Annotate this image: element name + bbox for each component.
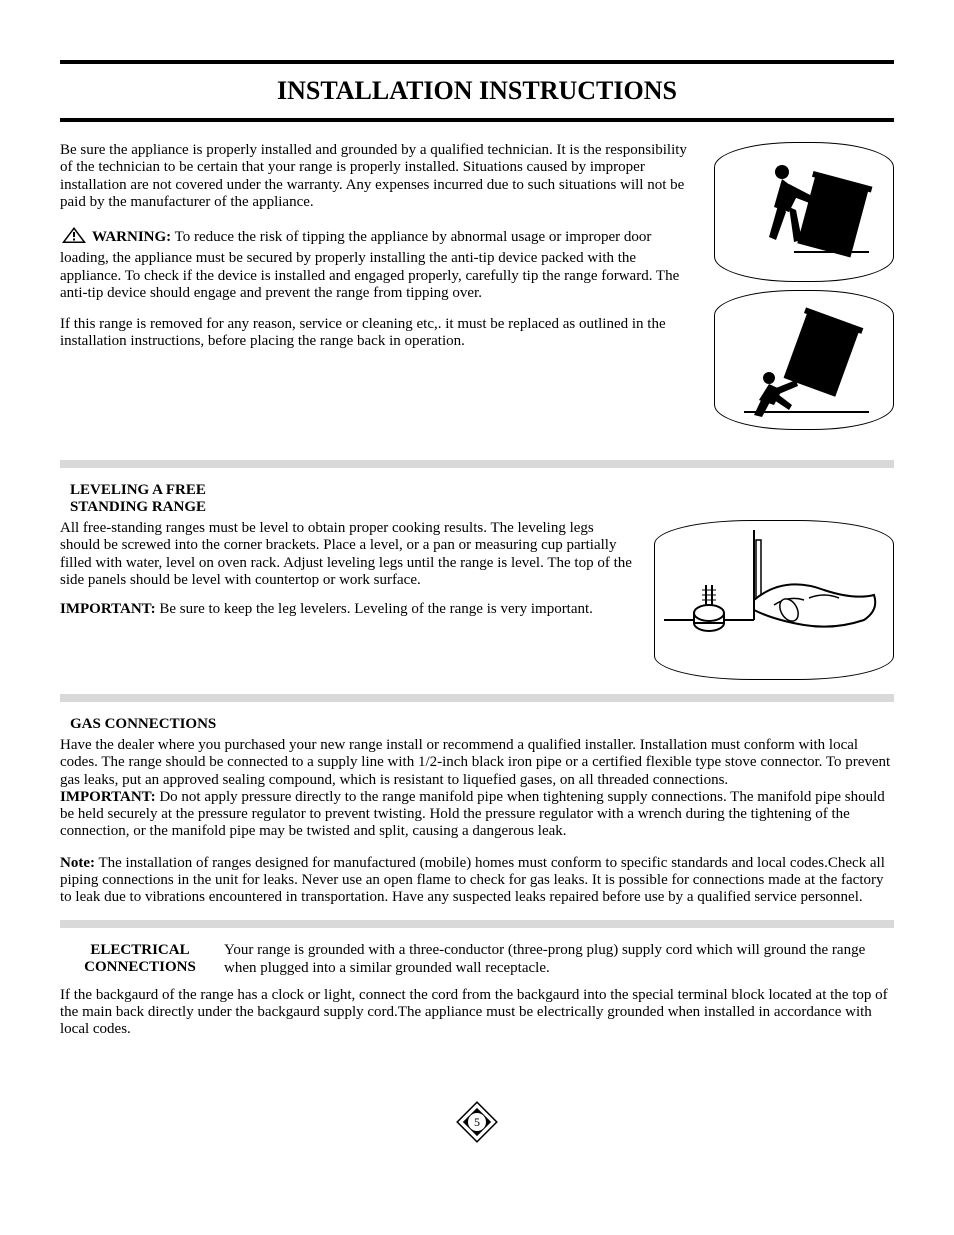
electrical-lead: Your range is grounded with a three-cond… [224, 942, 894, 977]
electrical-heading-l1: ELECTRICAL [90, 942, 189, 958]
divider [60, 460, 894, 468]
electrical-section: If the backgaurd of the range has a cloc… [60, 987, 894, 1039]
warning-triangle-icon [60, 225, 88, 250]
leveling-important: IMPORTANT: Be sure to keep the leg level… [60, 601, 634, 618]
page-number-ornament: 5 [60, 1099, 894, 1150]
leveling-heading: LEVELING A FREE STANDING RANGE [70, 482, 894, 516]
divider [60, 920, 894, 928]
leveling-image [654, 520, 894, 680]
gas-p1b: Do not apply pressure directly to the ra… [60, 789, 885, 840]
intro-images [714, 142, 894, 430]
electrical-heading-l2: CONNECTIONS [84, 959, 196, 975]
leveling-leg-illustration [654, 520, 894, 680]
electrical-p1: If the backgaurd of the range has a cloc… [60, 987, 894, 1039]
leveling-heading-l1: LEVELING A FREE [70, 482, 206, 498]
gas-note-label: Note: [60, 855, 95, 871]
leveling-section: All free-standing ranges must be level t… [60, 520, 894, 680]
leveling-heading-l2: STANDING RANGE [70, 499, 206, 515]
tipping-range-good-illustration [714, 142, 894, 282]
leveling-imp-label: IMPORTANT: [60, 601, 156, 617]
leveling-imp-body: Be sure to keep the leg levelers. Leveli… [156, 601, 593, 617]
electrical-heading: ELECTRICAL CONNECTIONS [60, 942, 210, 976]
gas-heading: GAS CONNECTIONS [70, 716, 894, 733]
intro-warning: WARNING: To reduce the risk of tipping t… [60, 225, 694, 302]
gas-p1: Have the dealer where you purchased your… [60, 737, 894, 841]
gas-section: Have the dealer where you purchased your… [60, 737, 894, 906]
leveling-p1: All free-standing ranges must be level t… [60, 520, 634, 589]
intro-section: Be sure the appliance is properly instal… [60, 142, 894, 430]
intro-p3: If this range is removed for any reason,… [60, 316, 694, 351]
divider [60, 694, 894, 702]
tipping-range-bad-illustration [714, 290, 894, 430]
intro-p1: Be sure the appliance is properly instal… [60, 142, 694, 211]
gas-p1a: Have the dealer where you purchased your… [60, 737, 890, 788]
gas-imp-label: IMPORTANT: [60, 789, 156, 805]
electrical-head-row: ELECTRICAL CONNECTIONS Your range is gro… [60, 942, 894, 977]
warning-label: WARNING: [92, 229, 171, 245]
gas-note-body: The installation of ranges designed for … [60, 855, 885, 906]
page-title: INSTALLATION INSTRUCTIONS [60, 60, 894, 122]
leveling-text: All free-standing ranges must be level t… [60, 520, 634, 630]
intro-text: Be sure the appliance is properly instal… [60, 142, 694, 430]
gas-note: Note: The installation of ranges designe… [60, 855, 894, 907]
page-number-text: 5 [474, 1115, 480, 1129]
